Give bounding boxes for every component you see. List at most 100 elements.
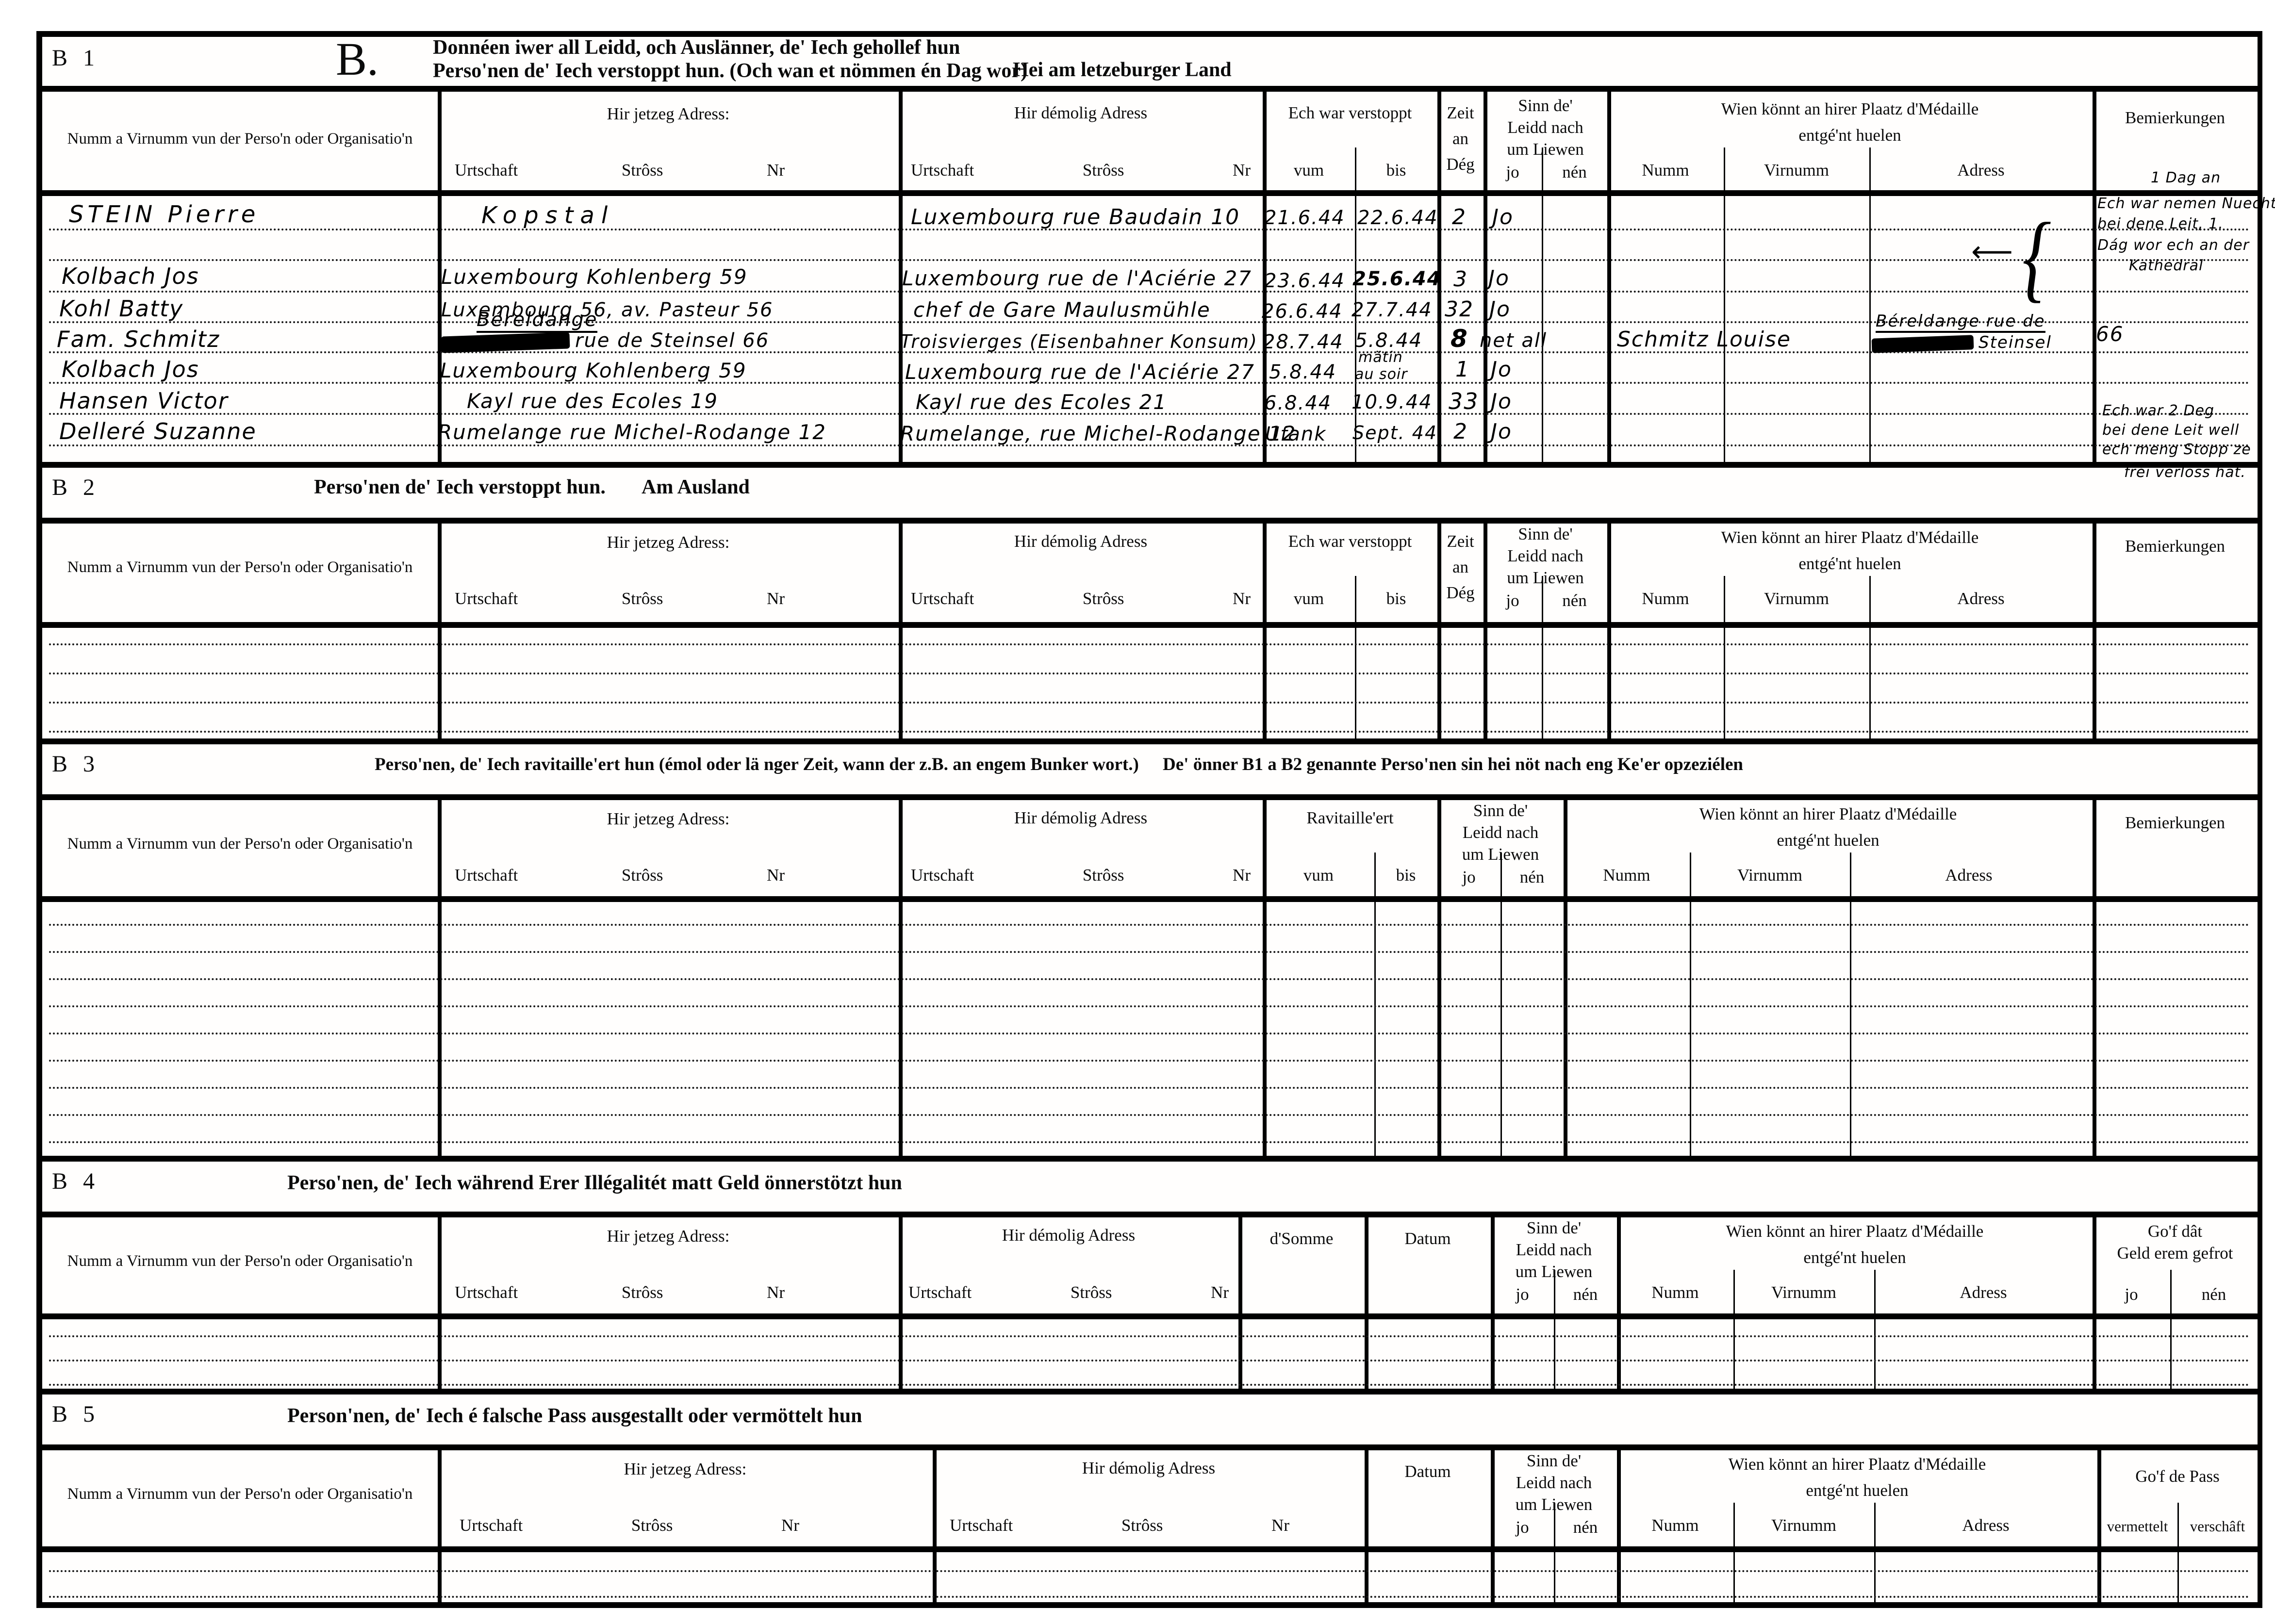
divider-vertical [1542,576,1543,738]
rule-horizontal [42,1602,2258,1608]
rule-horizontal [42,86,2258,92]
col-gof-geld: Go'f dât [2147,1222,2203,1241]
col-sinn: um Liewen [1507,568,1584,587]
divider-vertical [1733,1270,1735,1389]
col-name: Numm a Virnumm vun der Perso'n oder Orga… [67,558,413,576]
col-medaille: entgé'nt huelen [1798,126,1901,145]
entry-bis: au soir [1355,366,1408,383]
divider-vertical [899,518,903,738]
divider-vertical [2093,1212,2096,1389]
entry-demolig: Rumelange, rue Michel-Rodange 12 [900,422,1297,445]
section-code-b3: B 3 [52,751,100,777]
col-bemierkungen: Bemierkungen [2125,108,2226,127]
entry-jetzeg: rue de Steinsel 66 [575,329,770,352]
sub-bis: bis [1396,866,1416,885]
col-gof-pass: Go'f de Pass [2135,1467,2220,1486]
divider-vertical [1690,853,1691,1156]
dotted-rule [49,1060,2251,1062]
col-zeit: an [1452,558,1469,576]
divider-vertical [1564,794,1567,1156]
entry-demolig: Kayl rue des Ecoles 21 [916,390,1167,414]
sub-stross: Strôss [1070,1283,1112,1302]
col-medaille: Wien könnt an hirer Plaatz d'Médaille [1699,804,1957,823]
divider-vertical [1607,89,1611,462]
divider-vertical [1617,1212,1621,1389]
divider-vertical [1263,518,1267,738]
col-jetzeg: Hir jetzeg Adress: [607,1227,730,1246]
section-code-b4: B 4 [52,1168,100,1194]
entry-bis: 25.6.44 [1352,268,1442,290]
rule-horizontal [42,462,2258,468]
note2-line: fréi verloss hät. [2124,464,2246,481]
sub-nr: Nr [767,589,785,608]
dotted-rule [49,444,2251,446]
b1-title-line1: Donnéen iwer all Leidd, och Auslänner, d… [433,36,960,59]
dotted-rule [49,951,2251,953]
sub-urtschaft: Urtschaft [911,589,974,608]
entry-vum: 23.6.44 [1264,270,1345,292]
dotted-rule [49,1087,2251,1089]
sub-nen: nén [1562,163,1587,181]
col-name: Numm a Virnumm vun der Perso'n oder Orga… [67,130,413,148]
sub-adress: Adress [1957,161,2005,180]
dotted-rule [49,1384,2251,1386]
col-demolig: Hir démolig Adress [1014,808,1148,827]
col-zeit: an [1452,129,1469,148]
rule-horizontal [42,1389,2258,1394]
sub-jo: jo [1516,1518,1529,1537]
divider-vertical [1437,89,1441,462]
entry-vum: 26.6.44 [1262,300,1343,323]
col-demolig-subs: Urtschaft Strôss Nr [911,590,1251,608]
divider-vertical [1437,518,1441,738]
entry-medal-adress: Béreldange rue de [1876,312,2045,333]
divider-vertical [1484,518,1487,738]
sub-numm: Numm [1642,589,1689,608]
col-demolig-subs: Urtschaft Strôss Nr [908,1283,1229,1302]
sub-nr: Nr [781,1516,799,1535]
divider-vertical [1724,148,1725,462]
divider-vertical [1869,148,1871,462]
sub-stross: Strôss [1082,589,1124,608]
sub-vum: vum [1303,866,1334,885]
section-code-b1: B 1 [52,45,100,71]
rule-horizontal [42,1212,2258,1217]
sub-nr: Nr [767,161,785,180]
entry-liewen: Jo [1488,266,1510,291]
divider-vertical [899,1212,903,1389]
col-zeit: Zeit [1447,532,1474,551]
dotted-rule [49,924,2251,926]
divider-vertical [1542,148,1543,462]
entry-bis: 5.8.44 [1355,329,1423,352]
col-jetzeg: Hir jetzeg Adress: [607,809,730,828]
dotted-rule [49,702,2251,704]
sub-adress: Adress [1960,1283,2007,1302]
sub-jo: jo [1506,591,1519,610]
entry-vum: 28.7.44 [1263,331,1344,353]
rule-horizontal [42,518,2258,524]
section-letter: B. [336,33,379,85]
brace-icon: { [2022,203,2052,312]
col-medaille: entgé'nt huelen [1798,554,1901,573]
col-verstoppt: Ech war verstoppt [1288,532,1412,551]
col-name: Numm a Virnumm vun der Perso'n oder Orga… [67,1252,413,1270]
divider-vertical [1617,1444,1621,1602]
note2-line: ech meng Stopp ze [2102,441,2251,458]
col-sinn: Sinn de' [1526,1218,1582,1237]
divider-vertical [1554,1503,1555,1602]
entry-deg: 8 [1451,325,1468,353]
col-name: Numm a Virnumm vun der Perso'n oder Orga… [67,835,413,853]
scribble-strikethrough [441,332,570,353]
sub-nen: nén [2201,1285,2226,1304]
sub-urtschaft: Urtschaft [908,1283,972,1302]
divider-vertical [1500,853,1502,1156]
entry-name: Hansen Victor [59,388,229,414]
col-medaille: Wien könnt an hirer Plaatz d'Médaille [1721,528,1979,547]
rule-horizontal [42,1156,2258,1162]
sub-numm: Numm [1651,1516,1699,1535]
divider-vertical [1355,576,1356,738]
b5-title: Person'nen, de' Iech é falsche Pass ausg… [287,1405,862,1427]
questionnaire-form: B 1 B. Donnéen iwer all Leidd, och Auslä… [36,31,2275,1608]
entry-liewen: Jo [1491,389,1512,414]
rule-horizontal [42,896,2258,902]
col-demolig: Hir démolig Adress [1014,103,1148,122]
